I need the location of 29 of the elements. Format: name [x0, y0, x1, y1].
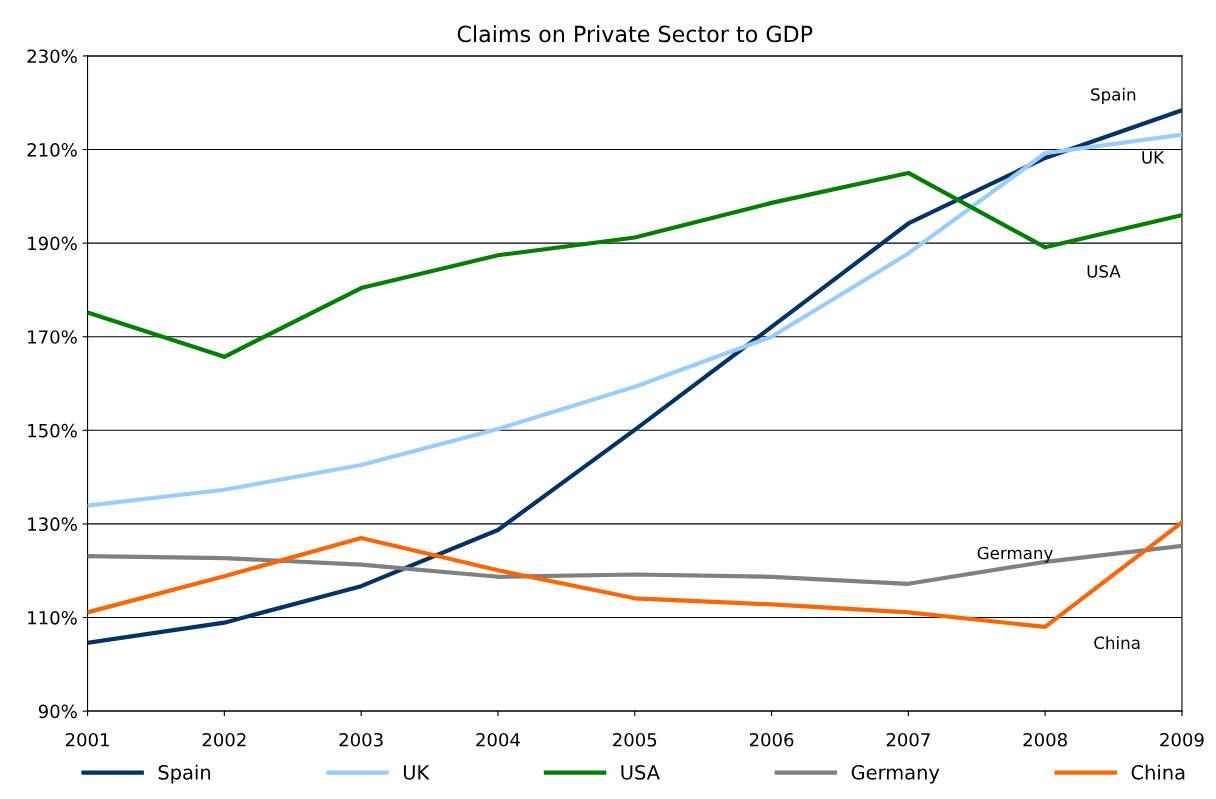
chart-title: Claims on Private Sector to GDP: [457, 25, 813, 43]
x-tick-label: 2008: [1023, 732, 1067, 747]
annotation: UK: [1142, 151, 1165, 164]
y-tick-label: 130%: [28, 517, 77, 532]
y-tick-label: 170%: [28, 330, 77, 344]
x-tick-label: 2009: [1160, 732, 1204, 747]
y-tick-label: 210%: [27, 142, 77, 157]
y-tick-label: 190%: [28, 236, 77, 251]
x-tick-label: 2007: [886, 732, 930, 747]
annotation: Germany: [977, 546, 1053, 563]
legend-label: China: [1131, 764, 1185, 780]
x-tick-label: 2004: [476, 732, 520, 747]
legend-label: Germany: [851, 764, 940, 784]
y-tick-label: 110%: [28, 610, 77, 625]
y-tick-label: 90%: [38, 704, 77, 719]
legend-label: UK: [403, 765, 430, 780]
x-tick-label: 2002: [202, 732, 246, 747]
annotation: China: [1094, 636, 1140, 650]
y-tick-label: 150%: [28, 423, 77, 438]
x-tick-label: 2001: [65, 732, 109, 747]
line-series: [87, 543, 1182, 586]
x-tick-label: 2006: [749, 732, 794, 747]
y-tick-label: 230%: [27, 49, 77, 64]
legend-label: USA: [621, 764, 660, 780]
annotation: USA: [1087, 265, 1121, 278]
legend-label: Spain: [158, 764, 211, 784]
annotation: Spain: [1091, 87, 1136, 104]
x-tick-label: 2005: [613, 732, 657, 747]
x-tick-label: 2003: [339, 732, 383, 747]
